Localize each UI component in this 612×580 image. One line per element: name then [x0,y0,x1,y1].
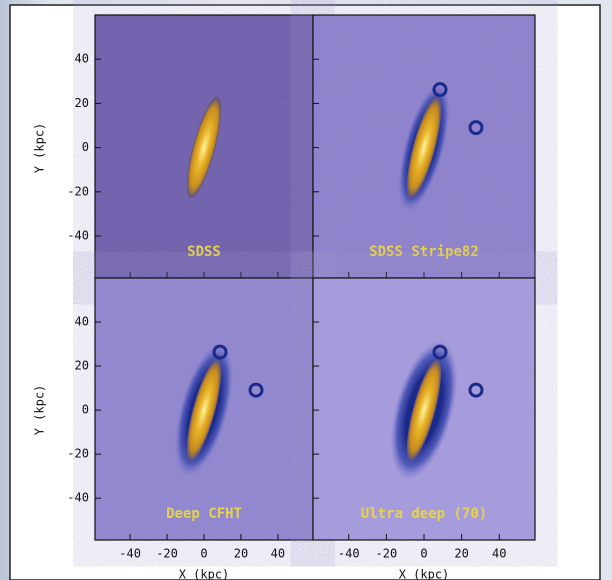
companion [432,344,448,360]
y-tick-label: 20 [75,96,89,110]
companion [248,382,264,398]
x-tick-label: -40 [119,547,141,561]
panel-label: SDSS Stripe82 [369,244,479,260]
y-tick-label: -20 [67,184,89,198]
y-tick-label: -40 [67,491,89,505]
y-axis-label: Y (kpc) [33,385,47,436]
x-axis-label: X (kpc) [399,568,450,580]
companion [468,382,484,398]
x-tick-label: 20 [234,547,248,561]
y-tick-label: 0 [82,140,89,154]
galaxy-core [186,359,222,461]
panel-label: SDSS [187,244,221,260]
y-tick-label: 0 [82,403,89,417]
x-tick-label: 0 [200,547,207,561]
y-tick-label: -20 [67,447,89,461]
x-tick-label: 40 [492,547,506,561]
companion [212,344,228,360]
y-tick-label: -40 [67,229,89,243]
y-tick-label: 40 [75,315,89,329]
companion [468,120,484,136]
companion [432,82,448,98]
y-tick-label: 40 [75,52,89,66]
panel-label: Deep CFHT [166,506,242,522]
x-tick-label: 40 [271,547,285,561]
x-axis-label: X (kpc) [179,568,230,580]
galaxy-core [406,359,442,461]
x-tick-label: -20 [376,547,398,561]
x-tick-label: -40 [338,547,360,561]
x-tick-label: 0 [420,547,427,561]
galaxy-core [186,97,222,198]
y-axis-label: Y (kpc) [33,123,47,174]
x-tick-label: 20 [454,547,468,561]
galaxy-core [406,97,442,198]
y-tick-label: 20 [75,359,89,373]
panel-label: Ultra deep (70) [361,506,487,522]
x-tick-label: -20 [156,547,178,561]
